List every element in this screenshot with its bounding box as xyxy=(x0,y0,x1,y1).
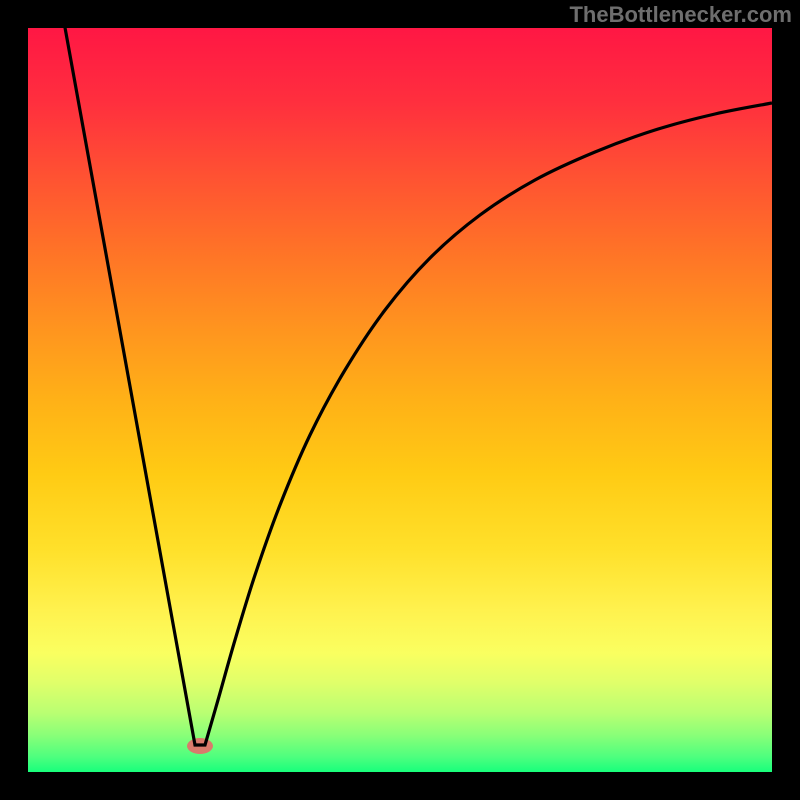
bottleneck-chart xyxy=(0,0,800,800)
plot-area xyxy=(28,28,772,772)
watermark-text: TheBottlenecker.com xyxy=(569,2,792,28)
chart-container: TheBottlenecker.com xyxy=(0,0,800,800)
